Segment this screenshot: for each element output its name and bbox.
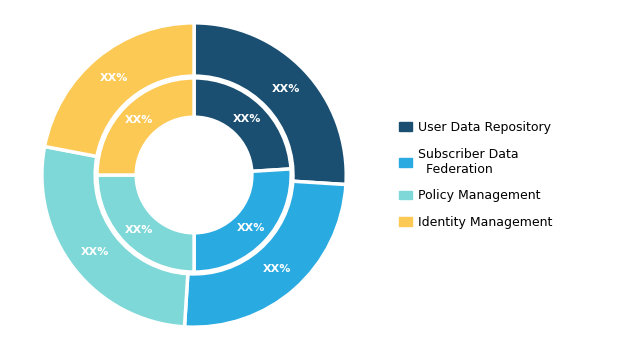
- Wedge shape: [194, 23, 346, 184]
- Wedge shape: [194, 169, 291, 272]
- Text: XX%: XX%: [81, 247, 109, 257]
- Legend: User Data Repository, Subscriber Data
  Federation, Policy Management, Identity : User Data Repository, Subscriber Data Fe…: [394, 116, 558, 234]
- Wedge shape: [194, 78, 291, 172]
- Text: XX%: XX%: [125, 225, 153, 235]
- Text: XX%: XX%: [233, 113, 261, 124]
- Wedge shape: [44, 23, 194, 156]
- Text: XX%: XX%: [263, 264, 291, 274]
- Text: XX%: XX%: [272, 84, 300, 94]
- Text: XX%: XX%: [237, 223, 265, 233]
- Wedge shape: [185, 181, 346, 327]
- Wedge shape: [42, 147, 188, 327]
- Wedge shape: [97, 78, 194, 175]
- Text: XX%: XX%: [100, 73, 128, 83]
- Wedge shape: [97, 175, 194, 272]
- Text: XX%: XX%: [125, 115, 153, 125]
